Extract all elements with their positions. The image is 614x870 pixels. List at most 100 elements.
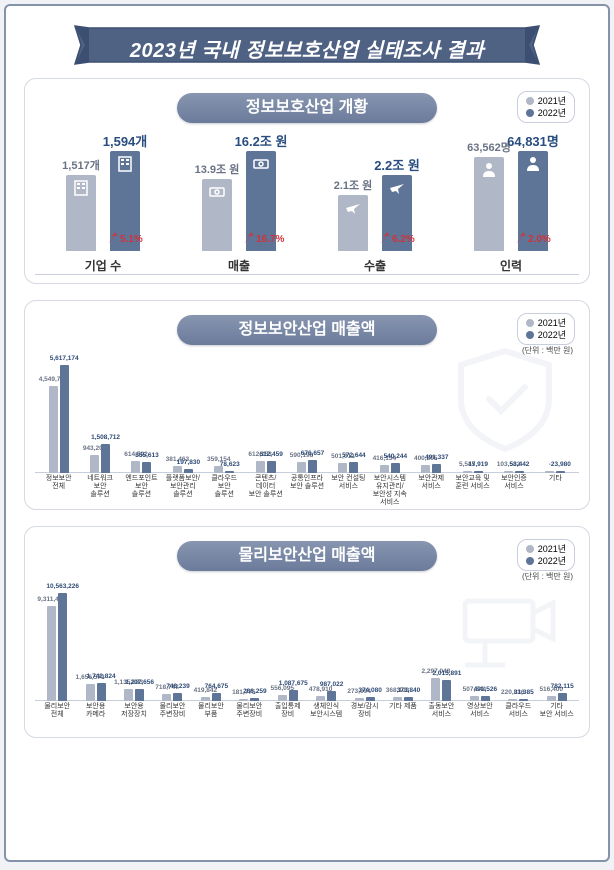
ov-category: 매출: [228, 257, 250, 274]
category-label: 생체인식보안시스템: [304, 703, 348, 719]
bar-2022: 782,115: [558, 693, 567, 701]
phys-sec-panel: 물리보안산업 매출액 2021년 2022년 (단위 : 백만 원) 9,311…: [24, 526, 590, 738]
category-label: 물리보안전체: [35, 703, 79, 719]
bar-val-2022: 1,742,824: [87, 673, 116, 680]
bar-val-2022: 197,830: [177, 459, 201, 466]
category-label: 콘텐츠/데이터보안 솔루션: [244, 475, 288, 499]
bar-2022: 17,919: [474, 471, 483, 473]
chart-column: 416,134 540,244 보안시스템유지관리/보안성 지속서비스: [370, 463, 409, 473]
growth-arrow: 2.0%: [514, 231, 551, 245]
category-label: 보안용저장장치: [112, 703, 156, 719]
chart-column: 181,775 286,259 물리보안주변장비: [231, 698, 267, 701]
ov-val-2022: 1,594개: [103, 131, 148, 150]
page-frame: 2023년 국내 정보보호산업 실태조사 결과 정보보호산업 개황 2021년 …: [4, 4, 610, 862]
chart-column: 419,842 764,675 물리보안부품: [193, 693, 229, 701]
bar-2022: 764,675: [212, 693, 221, 701]
bar-2022: 1,508,712: [101, 444, 110, 473]
chart-column: 478,910 987,022 생체인식보안시스템: [308, 691, 344, 701]
bar-val-2022: 1,207,656: [125, 679, 154, 686]
category-label: 보안관제서비스: [409, 475, 453, 491]
category-label: 물리보안주변장비: [150, 703, 194, 719]
bar-2022: 1,207,656: [135, 689, 144, 701]
bar-2022: 491,526: [481, 696, 490, 701]
chart-column: 4,549,734 5,617,174 정보보안전체: [39, 365, 78, 473]
category-label: 물리보안주변장비: [227, 703, 271, 719]
category-label: 보안용카메라: [74, 703, 118, 719]
bar-2022: 491,337: [432, 464, 441, 473]
ov-val-2021: 2.1조 원: [334, 177, 373, 193]
category-label: 보안교육 및훈련 서비스: [451, 475, 495, 491]
bar-2021: 4,549,734: [49, 386, 58, 473]
chart-column: 507,544 491,526 영상보안서비스: [462, 696, 498, 701]
bar-2021: 416,134: [380, 465, 389, 473]
bar-2021: 368,103: [393, 697, 402, 701]
ov-bar-2021: 13.9조 원: [202, 179, 232, 251]
category-label: 보안 컨설팅서비스: [326, 475, 370, 491]
chart-column: 614,592 555,613 엔드포인트보안솔루션: [122, 461, 161, 473]
growth-arrow: 6.2%: [378, 231, 415, 245]
ov-val-2021: 1,517개: [62, 157, 100, 173]
chart-column: 5,545 17,919 보안교육 및훈련 서비스: [453, 471, 492, 473]
growth-arrow: 16.7%: [242, 231, 284, 245]
chart-column: 516,400 782,115 기타보안 서비스: [538, 693, 574, 701]
bar-2022: 10,563,226: [58, 593, 67, 701]
overview-heading: 정보보호산업 개황: [177, 93, 437, 123]
title-banner: 2023년 국내 정보보호산업 실태조사 결과: [67, 24, 547, 66]
category-label: 공통인프라보안 솔루션: [285, 475, 329, 491]
bar-val-2022: 491,337: [425, 454, 449, 461]
swatch-2022: [526, 109, 534, 117]
bar-val-2022: 987,022: [320, 681, 344, 688]
bar-2021: 718,747: [162, 694, 171, 701]
category-label: 보안시스템유지관리/보안성 지속서비스: [368, 475, 412, 507]
overview-item: 1,517개 1,594개 5.1% 기업 수: [43, 131, 163, 274]
category-label: 엔드포인트보안솔루션: [119, 475, 163, 499]
overview-item: 13.9조 원 16.2조 원 16.7% 매출: [179, 131, 299, 274]
bar-val-2022: 286,259: [243, 688, 267, 695]
bar-2022: 1,742,824: [97, 683, 106, 701]
bar-2021: 9,311,446: [47, 606, 56, 701]
chart-column: 368,103 373,840 기타 제품: [385, 697, 421, 701]
chart-column: 359,154 78,623 클라우드보안솔루션: [205, 466, 244, 473]
bar-2022: 373,840: [404, 697, 413, 701]
plane-icon: [344, 199, 362, 220]
page-title: 2023년 국내 정보보호산업 실태조사 결과: [67, 34, 547, 63]
bar-2022: 987,022: [327, 691, 336, 701]
chart-column: 220,836 31,385 클라우드서비스: [500, 699, 536, 701]
overview-row: 1,517개 1,594개 5.1% 기업 수 13.9조 원 16.2조 원 …: [35, 131, 579, 274]
category-label: 기타 제품: [381, 703, 425, 711]
category-label: 출동보안서비스: [419, 703, 463, 719]
chart-column: 501,012 572,644 보안 컨설팅서비스: [329, 462, 368, 473]
bar-val-2022: 17,919: [468, 461, 488, 468]
bar-2021: 590,198: [297, 462, 306, 473]
bar-2022: 676,657: [308, 460, 317, 473]
swatch-2022: [526, 557, 534, 565]
bar-2022: 540,244: [391, 463, 400, 473]
info-bars: 4,549,734 5,617,174 정보보안전체 943,201 1,508…: [39, 353, 575, 473]
bar-2022: 2,015,891: [442, 680, 451, 701]
chart-column: 103,582 53,442 보안인증서비스: [494, 471, 533, 473]
swatch-2022: [526, 331, 534, 339]
swatch-2021: [526, 97, 534, 105]
money-icon: [252, 155, 270, 176]
category-label: 기타: [533, 475, 577, 483]
bar-val-2022: 676,657: [301, 450, 325, 457]
bar-val-2022: 53,442: [510, 461, 530, 468]
bar-2021: 419,842: [201, 697, 210, 701]
bar-2022: 612,459: [267, 461, 276, 473]
overview-panel: 정보보호산업 개황 2021년 2022년 1,517개 1,594개 5.1%…: [24, 78, 590, 284]
chart-column: 2,297,048 2,015,891 출동보안서비스: [423, 678, 459, 701]
bar-2021: -: [545, 471, 554, 473]
bar-val-2022: 748,239: [166, 683, 190, 690]
category-label: 출입통제장비: [266, 703, 310, 719]
ov-category: 수출: [364, 257, 386, 274]
building-icon: [72, 179, 90, 200]
bar-2021: 2,297,048: [431, 678, 440, 701]
legend-2021: 2021년: [538, 95, 566, 107]
info-sec-panel: 정보보안산업 매출액 2021년 2022년 (단위 : 백만 원) 4,549…: [24, 300, 590, 510]
bar-val-2022: 374,080: [358, 687, 382, 694]
legend-info: 2021년 2022년: [517, 313, 575, 345]
bar-val-2022: 1,087,675: [279, 680, 308, 687]
bar-2022: 31,385: [519, 699, 528, 701]
overview-item: 63,562명 64,831명 2.0% 인력: [451, 131, 571, 274]
category-label: 클라우드보안솔루션: [202, 475, 246, 499]
